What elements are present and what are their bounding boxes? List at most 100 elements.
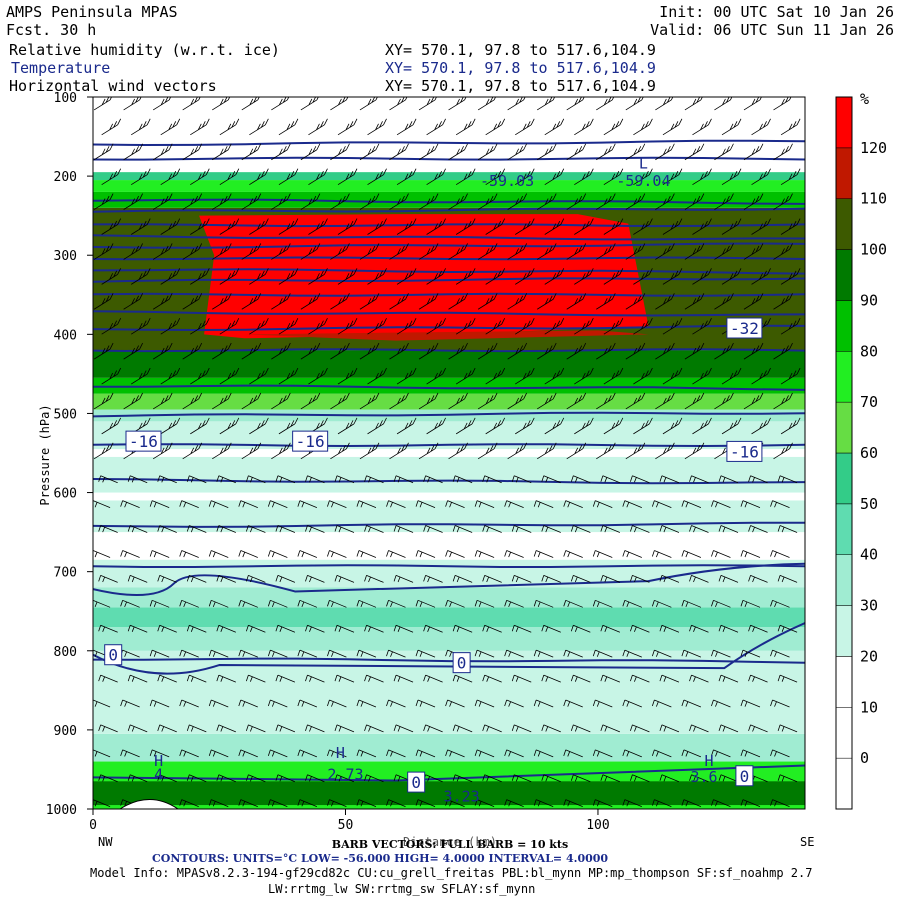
wind-barb [186, 575, 207, 583]
wind-barb [659, 525, 680, 533]
wind-barb [238, 599, 258, 608]
colorbar-swatch [835, 351, 853, 403]
wind-barb [507, 293, 528, 310]
wind-barb [267, 599, 288, 608]
wind-barb [396, 318, 417, 335]
x-tick-label: 50 [338, 818, 354, 833]
wind-barb [364, 724, 384, 733]
temperature-contours [93, 139, 805, 782]
contour-label-box [452, 652, 471, 674]
wind-barb [278, 168, 299, 186]
wind-barb [182, 293, 203, 310]
rh-shading [93, 172, 805, 809]
wind-barb [157, 774, 177, 783]
wind-barb [533, 799, 554, 808]
wind-barb [359, 392, 380, 410]
contour-label: 0 [457, 654, 467, 673]
wind-barb [208, 799, 229, 808]
wind-barb [98, 674, 118, 683]
wind-barb [600, 624, 621, 633]
wind-barb [511, 525, 532, 533]
wind-barb [541, 525, 561, 533]
wind-barb [600, 674, 621, 683]
wind-barb [152, 193, 173, 210]
temperature-contour [93, 564, 805, 568]
wind-barb [659, 674, 680, 683]
wind-barb [160, 218, 181, 235]
wind-barb [452, 624, 473, 633]
wind-barb [743, 243, 764, 260]
wind-barb [504, 749, 524, 758]
wind-barbs [93, 97, 801, 808]
wind-barb [93, 749, 111, 758]
wind-barb [448, 243, 468, 260]
wind-barb [219, 218, 240, 235]
wind-barb [98, 624, 118, 633]
wind-barb [603, 218, 624, 235]
wind-barb [386, 500, 406, 509]
wind-barb [212, 97, 231, 111]
wind-barb [186, 774, 207, 783]
wind-barb [689, 475, 709, 484]
wind-barb [160, 318, 181, 335]
wind-barb [711, 799, 731, 808]
wind-barb [359, 442, 380, 460]
wind-barb [123, 193, 143, 210]
wind-barb [208, 550, 229, 558]
y-tick-label: 800 [54, 645, 77, 660]
wind-barb [330, 143, 350, 161]
wind-barb [364, 475, 384, 484]
wind-barb [773, 97, 792, 111]
wind-barb [308, 367, 328, 385]
wind-barb [711, 749, 731, 758]
wind-barb [300, 97, 319, 111]
colorbar-label: 70 [860, 393, 878, 411]
colorbar-swatch [835, 147, 853, 199]
wind-barb [477, 143, 498, 161]
wind-barb [596, 143, 616, 161]
wind-barb [127, 674, 148, 683]
wind-barb [630, 674, 650, 683]
wind-barb [334, 774, 355, 783]
wind-barb [482, 575, 502, 583]
wind-barb [711, 599, 731, 608]
wind-barb [714, 392, 734, 410]
wind-barb [659, 475, 680, 484]
wind-barb [216, 624, 236, 633]
wind-barb [337, 417, 358, 435]
wind-barb [692, 168, 712, 186]
wind-barb [182, 97, 201, 111]
wind-barb [396, 268, 417, 285]
wind-barb [692, 417, 712, 435]
wind-barb [477, 342, 498, 360]
wind-barb [190, 218, 210, 235]
wind-barb [748, 624, 768, 633]
wind-barb [566, 243, 587, 260]
wind-barb [485, 268, 506, 285]
section-left-end: NW [98, 835, 113, 849]
wind-barb [574, 367, 594, 385]
wind-barb [692, 367, 712, 385]
wind-barb [179, 749, 199, 758]
x-tick-label: 0 [89, 818, 97, 833]
wind-barb [389, 97, 408, 111]
wind-barb [563, 599, 583, 608]
wind-barb [600, 575, 621, 583]
wind-barb [515, 417, 535, 435]
wind-barb [448, 342, 468, 360]
wind-barb [249, 268, 269, 285]
wind-barb [123, 243, 143, 260]
wind-barb [482, 475, 502, 484]
wind-barb [327, 799, 347, 808]
wind-barb [743, 342, 764, 360]
wind-barb [190, 417, 210, 435]
wind-barb [426, 318, 446, 335]
wind-barb [120, 550, 140, 558]
wind-barb [249, 218, 269, 235]
wind-barb [386, 749, 406, 758]
wind-barb [101, 318, 122, 335]
wind-barb [186, 475, 207, 484]
wind-barb [714, 342, 734, 360]
temperature-contour [93, 657, 805, 664]
temperature-contour [93, 277, 805, 283]
